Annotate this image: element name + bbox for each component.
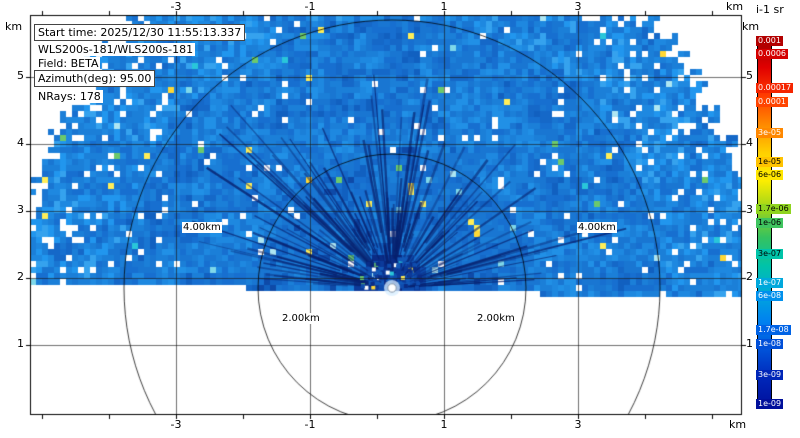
range-ring-label-2km-right: 2.00km (476, 313, 516, 324)
instrument-label: WLS200s-181/WLS200s-181 (36, 43, 196, 56)
range-ring-label-4km-left: 4.00km (182, 222, 222, 233)
start-time-label: Start time: 2025/12/30 11:55:13.337 (34, 24, 246, 41)
colorbar-title: i-1 sr (756, 3, 784, 16)
colorbar-gradient (757, 38, 772, 408)
range-ring-label-2km-left: 2.00km (281, 313, 321, 324)
range-ring-label-4km-right: 4.00km (577, 222, 617, 233)
field-label: Field: BETA (36, 57, 101, 70)
nrays-label: NRays: 178 (36, 90, 103, 103)
azimuth-label: Azimuth(deg): 95.00 (34, 70, 156, 87)
